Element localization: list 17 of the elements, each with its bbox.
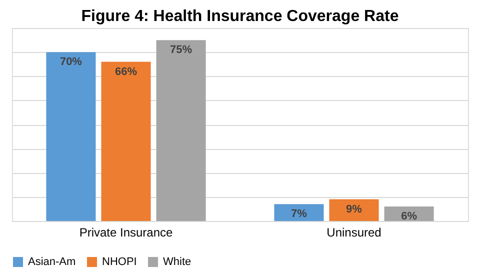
data-label: 75% — [170, 44, 192, 56]
data-label: 7% — [291, 208, 308, 220]
legend-label: NHOPI — [102, 256, 137, 268]
data-label: 6% — [401, 210, 418, 223]
x-tick-label: Uninsured — [326, 226, 382, 240]
data-label: 70% — [60, 56, 82, 68]
chart-title: Figure 4: Health Insurance Coverage Rate — [81, 8, 399, 25]
x-tick-label: Private Insurance — [79, 226, 174, 240]
bar — [329, 199, 379, 221]
data-label: 9% — [346, 203, 362, 216]
legend-label: White — [163, 256, 192, 268]
legend-label: Asian-Am — [28, 256, 76, 268]
bar — [101, 62, 151, 221]
bar — [46, 52, 96, 221]
data-label: 66% — [114, 66, 138, 78]
bar — [156, 40, 206, 221]
bar — [274, 204, 324, 221]
